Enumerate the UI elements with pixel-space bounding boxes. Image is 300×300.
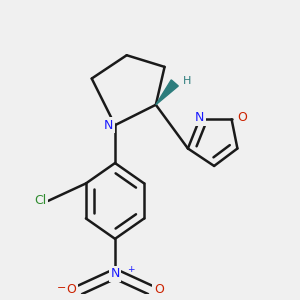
Text: N: N — [195, 111, 204, 124]
Text: H: H — [183, 76, 191, 85]
Text: O: O — [238, 111, 248, 124]
Text: O: O — [66, 283, 76, 296]
Text: Cl: Cl — [34, 194, 47, 207]
Text: −: − — [56, 284, 66, 293]
Text: N: N — [104, 119, 113, 132]
Text: O: O — [154, 283, 164, 296]
Text: N: N — [110, 267, 120, 280]
Polygon shape — [156, 80, 178, 105]
Text: +: + — [127, 265, 135, 274]
